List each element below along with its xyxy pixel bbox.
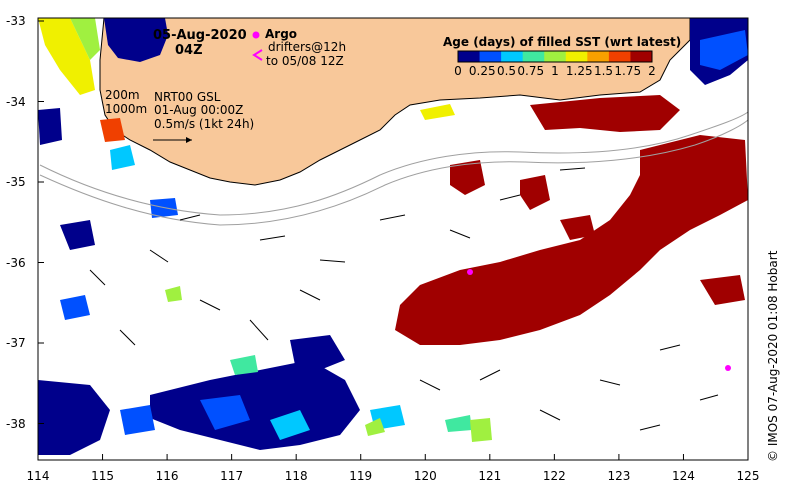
y-tick-label: -34 [6, 94, 26, 109]
map-time: 04Z [175, 43, 203, 58]
axis-ticks [37, 20, 749, 460]
model-time-label: 01-Aug 00:00Z [154, 103, 244, 117]
x-tick-label: 124 [672, 469, 695, 483]
colorbar-tick-label: 0.5 [496, 64, 517, 78]
old-sst-regions [395, 95, 748, 345]
contour-label-200m: 200m [105, 88, 140, 102]
y-tick-label: -36 [6, 255, 26, 270]
x-tick-label: 125 [736, 469, 760, 483]
colorbar-tick-label: 1.75 [614, 64, 642, 78]
colorbar-frame [457, 50, 653, 63]
colorbar-tick-label: 1.25 [565, 64, 593, 78]
colorbar-swatch [565, 51, 588, 62]
young-sst-patches [38, 18, 492, 442]
colorbar-tick-label: 0 [454, 64, 462, 78]
y-tick-label: -33 [6, 14, 26, 28]
x-tick-label: 117 [220, 469, 244, 483]
y-tick-label: -35 [6, 175, 26, 189]
plot-frame [37, 17, 749, 461]
colorbar-swatch [458, 51, 481, 62]
colorbar-swatch [608, 51, 631, 62]
x-tick-label: 114 [26, 469, 50, 483]
y-tick-label: -37 [6, 336, 26, 350]
y-tick-label: -38 [6, 416, 26, 431]
scale-label: 0.5m/s (1kt 24h) [154, 117, 255, 131]
x-tick-label: 119 [349, 469, 373, 483]
current-arrows [89, 167, 719, 431]
x-tick-label: 118 [284, 469, 308, 483]
colorbar-swatch [501, 51, 524, 62]
colorbar-title: Age (days) of filled SST (wrt latest) [443, 35, 682, 49]
colorbar-tick-label: 1.5 [593, 64, 614, 78]
drifters-legend-label-2: to 05/08 12Z [266, 54, 344, 68]
credit-text: © IMOS 07-Aug-2020 01:08 Hobart [766, 250, 780, 462]
colorbar-swatch [479, 51, 502, 62]
drifters-legend-label: drifters@12h [268, 40, 347, 54]
blue-sst-patches [38, 30, 748, 440]
colorbar-swatch [587, 51, 610, 62]
contour-label-1000m: 1000m [105, 102, 148, 116]
x-tick-label: 123 [607, 469, 631, 483]
map-date: 05-Aug-2020 [153, 28, 247, 43]
bathymetry-contours [39, 111, 749, 226]
colorbar-tick-label: 2 [648, 64, 656, 78]
x-tick-label: 121 [478, 469, 502, 483]
argo-legend-label: Argo [265, 27, 298, 41]
argo-float-marker [725, 365, 731, 371]
colorbar-tick-label: 0.25 [468, 64, 496, 78]
colorbar-tick-label: 0.75 [517, 64, 545, 78]
argo-legend-icon [252, 31, 260, 39]
colorbar-swatch [544, 51, 567, 62]
deep-blue-sst-regions [38, 18, 748, 455]
x-tick-label: 116 [155, 469, 179, 483]
colorbar-swatch [522, 51, 545, 62]
colorbar-swatch [630, 51, 653, 62]
model-label: NRT00 GSL [154, 90, 221, 104]
drifter-legend-icon [252, 49, 263, 61]
x-tick-label: 122 [542, 469, 566, 483]
x-tick-label: 115 [91, 469, 114, 483]
colorbar-tick-label: 1 [551, 64, 559, 78]
argo-float-marker [467, 269, 473, 275]
x-tick-label: 120 [413, 469, 437, 483]
colorbar [457, 50, 653, 63]
